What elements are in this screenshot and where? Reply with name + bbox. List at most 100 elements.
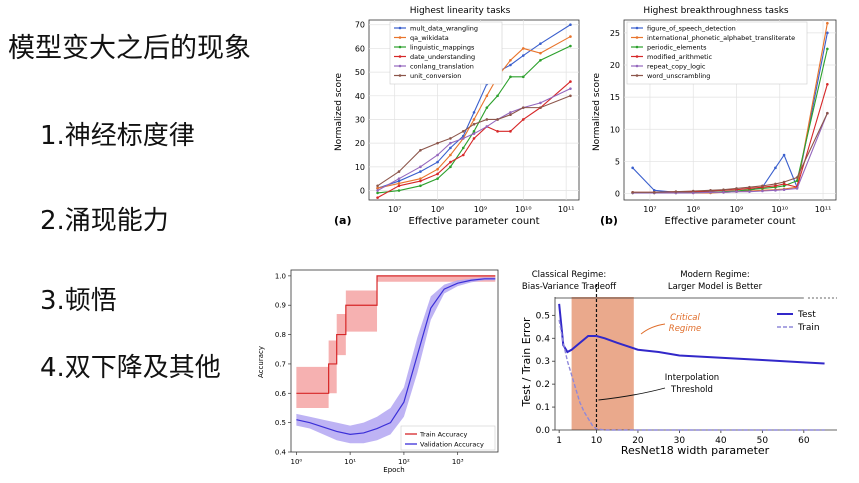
y-ticks: 0.0 0.1 0.2 0.3 0.4 0.5 <box>536 311 555 436</box>
data-point <box>449 141 452 145</box>
data-point <box>795 187 799 190</box>
data-point <box>826 82 829 86</box>
y-tick-label: 30 <box>355 115 365 124</box>
panel-label: (a) <box>334 214 351 227</box>
data-point <box>521 106 525 109</box>
test-error-line <box>558 303 825 365</box>
data-point <box>509 58 512 62</box>
y-tick-label: 0.4 <box>536 334 551 344</box>
data-point <box>419 165 422 169</box>
data-point <box>496 130 499 133</box>
legend-marker <box>635 55 639 58</box>
data-point <box>397 177 401 180</box>
data-point <box>485 106 489 109</box>
y-tick-label: 0.9 <box>275 302 286 310</box>
data-point <box>509 130 512 133</box>
y-tick-label: 1.0 <box>275 272 286 280</box>
legend-entry: conlang_translation <box>410 63 474 71</box>
x-axis-label: Epoch <box>383 466 404 474</box>
y-tick-label: 60 <box>355 44 365 53</box>
legend-marker <box>635 36 639 39</box>
x-ticks: 10⁰ 10¹ 10² 10³ <box>291 452 464 466</box>
y-tick-label: 0 <box>615 190 620 199</box>
y-tick-label: 0.8 <box>275 331 286 339</box>
legend-entry: periodic_elements <box>647 44 707 52</box>
x-tick-label: 10⁸ <box>431 205 444 214</box>
data-point <box>449 137 452 140</box>
data-point <box>436 172 439 176</box>
data-point <box>795 176 799 179</box>
data-point <box>449 146 452 150</box>
legend-marker <box>635 64 639 68</box>
y-axis-label: Test / Train Error <box>520 317 533 408</box>
y-tick-label: 0.5 <box>275 419 286 427</box>
data-point <box>376 189 379 192</box>
data-point <box>782 188 786 192</box>
data-point <box>826 31 829 35</box>
confidence-bands <box>296 275 496 444</box>
data-point <box>774 182 777 186</box>
legend-entry: modified_arithmetic <box>647 53 713 61</box>
y-axis-label: Accuracy <box>257 346 265 378</box>
data-point <box>449 165 452 169</box>
list-item-scaling-law: 1.神经标度律 <box>40 121 195 151</box>
y-axis-label: Normalized score <box>592 73 602 152</box>
data-point <box>397 184 401 188</box>
x-tick-label: 10 <box>591 436 603 446</box>
y-tick-label: 0.1 <box>536 403 550 413</box>
x-tick-label: 10⁸ <box>687 205 700 214</box>
data-point <box>774 184 777 188</box>
chart-grokking: 10⁰ 10¹ 10² 10³ 0.4 0.5 0.6 0.7 0.8 0.9 1.0 Train… <box>257 269 499 474</box>
data-point <box>674 190 678 193</box>
data-point <box>509 113 512 117</box>
legend-entry: international_phonetic_alphabet_translit… <box>647 34 795 42</box>
x-axis-label: ResNet18 width parameter <box>621 444 770 457</box>
data-point <box>472 118 476 121</box>
legend-marker <box>398 26 402 30</box>
data-point <box>761 184 764 188</box>
critical-arrow <box>640 323 666 335</box>
data-point <box>539 51 542 55</box>
y-tick-label: 0.5 <box>536 311 550 321</box>
x-tick-label: 30 <box>674 436 686 446</box>
x-tick-label: 10¹¹ <box>558 205 575 214</box>
data-point <box>461 130 465 133</box>
data-point <box>509 63 512 67</box>
data-point <box>436 141 439 145</box>
data-point <box>652 189 656 192</box>
legend: Test Train <box>777 310 820 333</box>
x-tick-label: 10⁷ <box>643 205 656 214</box>
legend-entry: repeat_copy_logic <box>647 63 706 71</box>
x-tick-label: 10¹⁰ <box>515 205 532 214</box>
x-tick-label: 10¹¹ <box>815 205 832 214</box>
y-tick-label: 0.7 <box>275 360 286 368</box>
data-point <box>436 160 439 164</box>
data-point <box>539 106 542 109</box>
legend: figure_of_speech_detectioninternational_… <box>631 25 795 80</box>
x-tick-label: 20 <box>632 436 644 446</box>
train-error-line <box>558 319 825 431</box>
data-point <box>539 101 542 105</box>
data-point <box>397 182 401 185</box>
data-point <box>472 111 476 114</box>
modern-regime-label: Larger Model is Better <box>668 282 763 292</box>
series-line <box>377 95 571 187</box>
legend-entry: Train Accuracy <box>419 431 467 439</box>
data-point <box>569 44 572 48</box>
data-point <box>795 179 799 183</box>
x-tick-label: 60 <box>798 436 810 446</box>
y-tick-label: 0.6 <box>275 390 287 398</box>
legend-marker <box>635 45 639 49</box>
chart-breakthroughness: Highest breakthroughness tasks 10⁷ 10⁸ 10⁹… <box>592 6 837 227</box>
legend-entry: Test <box>797 310 816 320</box>
data-point <box>509 111 512 114</box>
y-tick-label: 0 <box>360 187 365 196</box>
data-point <box>376 196 379 199</box>
series-lines <box>376 23 572 199</box>
data-point <box>631 166 634 170</box>
data-point <box>472 122 476 126</box>
data-point <box>774 189 777 192</box>
y-tick-label: 70 <box>355 21 365 30</box>
y-tick-label: 25 <box>610 29 620 38</box>
data-point <box>735 187 738 190</box>
